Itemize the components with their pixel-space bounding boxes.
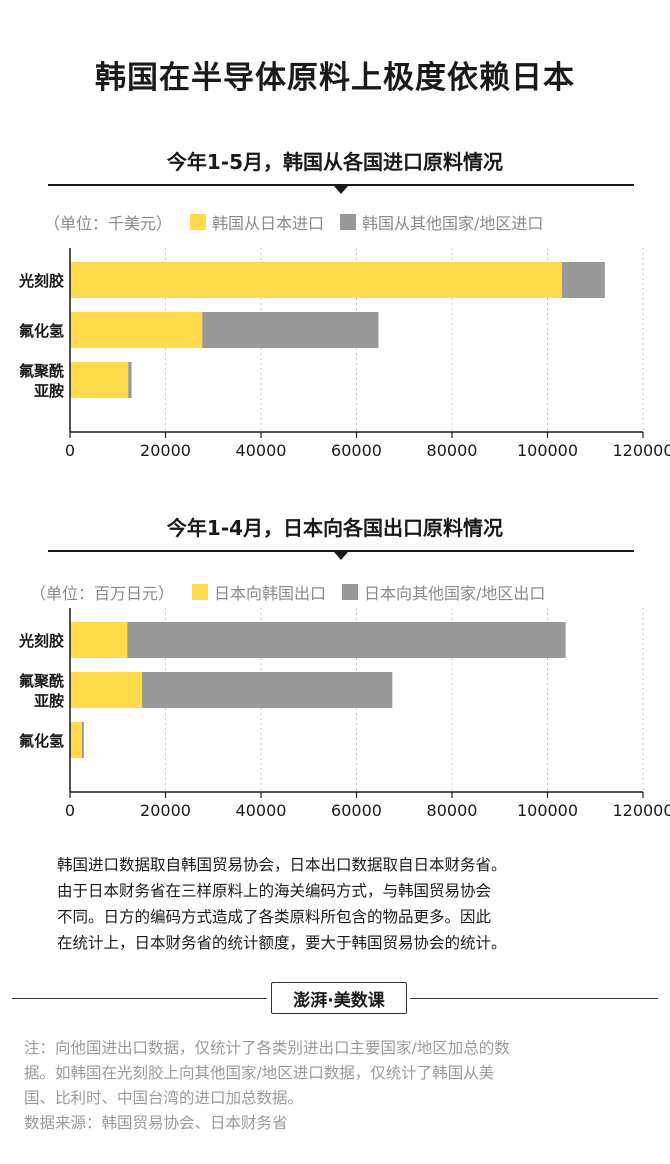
main-title: 韩国在半导体原料上极度依赖日本 (95, 60, 575, 96)
chart1-bar-primary (70, 262, 562, 298)
footnote-line: 数据来源：韩国贸易协会、日本财务省 (24, 1114, 288, 1132)
chart2-unit: （单位：百万日元） (30, 584, 175, 603)
chart1-legend: （单位：千美元） 韩国从日本进口 韩国从其他国家/地区进口 (44, 210, 559, 234)
footnote-line: 据。如韩国在光刻胶上向其他国家/地区进口数据，仅统计了韩国从美 (24, 1064, 495, 1082)
chart1-legend-swatch-japan (190, 214, 207, 230)
footnote-line: 国、比利时、中国台湾的进口加总数据。 (24, 1089, 304, 1107)
chart2-category-label: 亚胺 (34, 692, 64, 710)
chart1-category-label: 氟化氢 (19, 322, 64, 340)
chart2-legend-item-korea: 日本向韩国出口 (192, 580, 326, 604)
chart1-unit: （单位：千美元） (44, 214, 173, 233)
footnote-line: 注：向他国进出口数据，仅统计了各类别进出口主要国家/地区加总的数 (24, 1039, 510, 1057)
chart2-tick-label: 60000 (331, 801, 382, 820)
chart2-bar-primary (70, 622, 128, 658)
chart2-tick-label: 120000 (612, 801, 670, 820)
chart2-legend-item-other: 日本向其他国家/地区出口 (342, 580, 545, 604)
chart1-tick-label: 0 (65, 441, 75, 460)
chart1-tick-label: 20000 (140, 441, 191, 460)
chart2-legend-swatch-other (342, 584, 359, 600)
chart2-bar-primary (70, 722, 82, 758)
chart2-legend-swatch-korea (192, 584, 209, 600)
method-note: 韩国进口数据取自韩国贸易协会，日本出口数据取自日本财务省。 由于日本财务省在三样… (57, 852, 627, 956)
brand-logo: 澎湃·美数课 (271, 982, 407, 1014)
chart1-tick-label: 100000 (517, 441, 578, 460)
chart1-title-rule (48, 184, 634, 186)
chart2-tick-label: 20000 (140, 801, 191, 820)
chart1-category-label: 氟聚酰 (19, 362, 64, 380)
chart1-category-label: 光刻胶 (18, 272, 64, 290)
method-note-line: 不同。日方的编码方式造成了各类原料所包含的物品更多。因此 (57, 908, 492, 926)
chart2-bar-other (81, 722, 84, 758)
chart2-legend-label-other: 日本向其他国家/地区出口 (364, 584, 546, 603)
chart1-legend-item-japan: 韩国从日本进口 (190, 210, 324, 234)
chart2-bar-other (142, 672, 393, 708)
chart1-legend-swatch-other (340, 214, 357, 230)
chart1-bar-other (128, 362, 132, 398)
chart2-title-rule (48, 550, 634, 552)
chart2-bar-other (127, 622, 566, 658)
chart2-title-pointer (334, 552, 348, 560)
method-note-line: 由于日本财务省在三样原料上的海关编码方式，与韩国贸易协会 (57, 882, 492, 900)
chart1-bar-primary (70, 312, 203, 348)
chart1-tick-label: 60000 (331, 441, 382, 460)
chart1-category-label: 亚胺 (34, 382, 64, 400)
chart2-title: 今年1-4月，日本向各国出口原料情况 (166, 516, 504, 540)
chart1-title: 今年1-5月，韩国从各国进口原料情况 (166, 150, 504, 174)
chart2-tick-label: 100000 (517, 801, 578, 820)
chart2-tick-label: 80000 (427, 801, 478, 820)
chart1-tick-label: 40000 (236, 441, 287, 460)
chart1-tick-label: 80000 (427, 441, 478, 460)
chart2-tick-label: 0 (65, 801, 75, 820)
chart1-legend-item-other: 韩国从其他国家/地区进口 (340, 210, 543, 234)
chart2-legend-label-korea: 日本向韩国出口 (214, 584, 327, 603)
logo-divider-left (12, 998, 267, 999)
method-note-line: 在统计上，日本财务省的统计额度，要大于韩国贸易协会的统计。 (57, 934, 507, 952)
chart1-legend-label-japan: 韩国从日本进口 (212, 214, 325, 233)
chart1-legend-label-other: 韩国从其他国家/地区进口 (362, 214, 544, 233)
chart2-tick-label: 40000 (236, 801, 287, 820)
method-note-line: 韩国进口数据取自韩国贸易协会，日本出口数据取自日本财务省。 (57, 856, 507, 874)
chart1-tick-label: 120000 (612, 441, 670, 460)
chart2-category-label: 氟聚酰 (19, 672, 64, 690)
chart2-category-label: 氟化氢 (19, 732, 64, 750)
chart1-title-pointer (334, 186, 348, 194)
chart2-legend: （单位：百万日元） 日本向韩国出口 日本向其他国家/地区出口 (30, 580, 561, 604)
chart2-category-label: 光刻胶 (18, 632, 64, 650)
chart1-bar-other (202, 312, 379, 348)
chart2-bar-primary (70, 672, 143, 708)
chart1-bar-primary (70, 362, 129, 398)
logo-divider-right (410, 998, 658, 999)
footnote: 注：向他国进出口数据，仅统计了各类别进出口主要国家/地区加总的数 据。如韩国在光… (24, 1036, 654, 1136)
chart1-bar-other (561, 262, 605, 298)
